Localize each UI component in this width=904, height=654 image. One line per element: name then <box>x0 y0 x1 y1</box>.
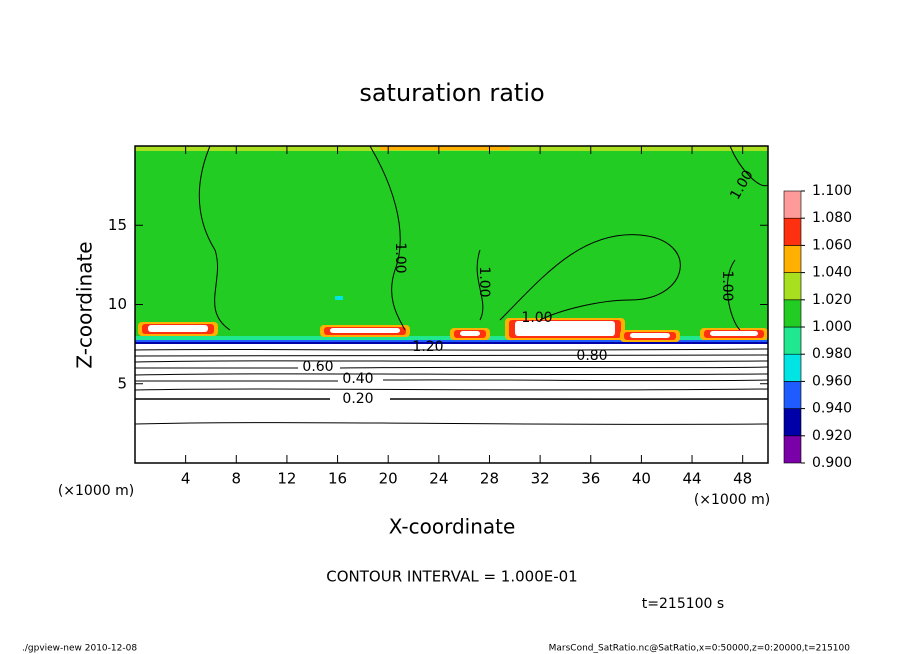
colorbar-band <box>783 299 802 328</box>
time-label: t=215100 s <box>642 596 724 612</box>
field <box>135 146 768 344</box>
contour-line <box>369 145 406 331</box>
contour-line <box>134 388 769 391</box>
x-axis-title: X-coordinate <box>389 515 516 539</box>
colorbar-band <box>783 381 802 409</box>
field-fill <box>630 333 670 338</box>
contour-label: 1.00 <box>392 242 408 273</box>
colorbar-band <box>783 353 802 382</box>
contour-line <box>134 348 769 351</box>
colorbar-band <box>783 245 802 273</box>
contour-label: 0.80 <box>576 348 607 364</box>
field-fill <box>710 331 758 336</box>
x-tick-label: 48 <box>733 470 752 488</box>
colorbar-label: 0.920 <box>812 428 852 444</box>
field-fill <box>135 146 768 338</box>
x-tick-label: 8 <box>232 470 242 488</box>
contour-label: 1.00 <box>521 310 552 326</box>
colorbar-label: 0.940 <box>812 401 852 417</box>
x-tick-label: 28 <box>480 470 499 488</box>
x-tick-label: 12 <box>277 470 296 488</box>
y-tick-label: 5 <box>117 374 127 392</box>
colorbar-label: 1.020 <box>812 292 852 308</box>
colorbar-band <box>783 408 802 437</box>
contour-line <box>135 366 769 369</box>
y-unit: (×1000 m) <box>58 483 134 499</box>
y-tick-label: 15 <box>108 216 127 234</box>
contour-label: 0.20 <box>342 391 373 407</box>
x-tick-label: 16 <box>328 470 347 488</box>
contour-line <box>476 249 484 321</box>
colorbar-label: 1.100 <box>812 183 852 199</box>
colorbar-label: 0.900 <box>812 455 852 471</box>
colorbar-label: 1.000 <box>812 319 852 335</box>
colorbar-label: 1.040 <box>812 265 852 281</box>
contour-lines <box>134 145 769 425</box>
colorbar-label: 1.060 <box>812 237 852 253</box>
field-fill <box>460 331 480 336</box>
colorbar-label: 1.080 <box>812 210 852 226</box>
y-axis-title: Z-coordinate <box>73 241 97 368</box>
contour-line <box>134 354 769 357</box>
contour-line <box>134 360 769 363</box>
colorbar-band <box>783 326 802 355</box>
x-tick-label: 4 <box>181 470 191 488</box>
x-tick-label: 40 <box>632 470 651 488</box>
contour-label: 0.60 <box>302 359 333 375</box>
contour-line <box>134 373 769 376</box>
contour-line <box>729 145 769 187</box>
contour-label: 1.00 <box>719 270 735 301</box>
x-tick-label: 36 <box>581 470 600 488</box>
footer-right: MarsCond_SatRatio.nc@SatRatio,x=0:50000,… <box>549 644 851 654</box>
x-tick-label: 24 <box>429 470 448 488</box>
x-unit: (×1000 m) <box>694 492 770 508</box>
colorbar-band <box>783 435 802 464</box>
colorbar-band <box>783 272 802 301</box>
colorbar-band <box>783 190 802 219</box>
contour-line <box>135 379 769 382</box>
contour-line <box>726 259 741 331</box>
field-fill <box>335 296 343 300</box>
contour-interval: CONTOUR INTERVAL = 1.000E-01 <box>326 568 577 586</box>
field-fill <box>330 328 400 333</box>
x-tick-label: 20 <box>379 470 398 488</box>
x-tick-label: 44 <box>682 470 701 488</box>
chart-title: saturation ratio <box>359 79 544 107</box>
x-tick-label: 32 <box>531 470 550 488</box>
field-fill <box>515 321 615 336</box>
field-fill <box>380 146 510 150</box>
contour-label: 1.20 <box>412 339 443 355</box>
contour-line <box>135 397 769 401</box>
colorbar-label: 0.960 <box>812 373 852 389</box>
colorbar-label: 0.980 <box>812 346 852 362</box>
footer-left: ./gpview-new 2010-12-08 <box>22 644 137 654</box>
colorbar-band <box>783 217 802 246</box>
contour-line <box>499 234 681 321</box>
contour-line <box>134 422 769 425</box>
y-tick-label: 10 <box>108 295 127 313</box>
contour-line <box>198 145 231 331</box>
field-fill <box>135 342 768 344</box>
contour-label: 1.00 <box>476 266 492 297</box>
contour-label: 0.40 <box>342 371 373 387</box>
field-fill <box>148 325 208 332</box>
